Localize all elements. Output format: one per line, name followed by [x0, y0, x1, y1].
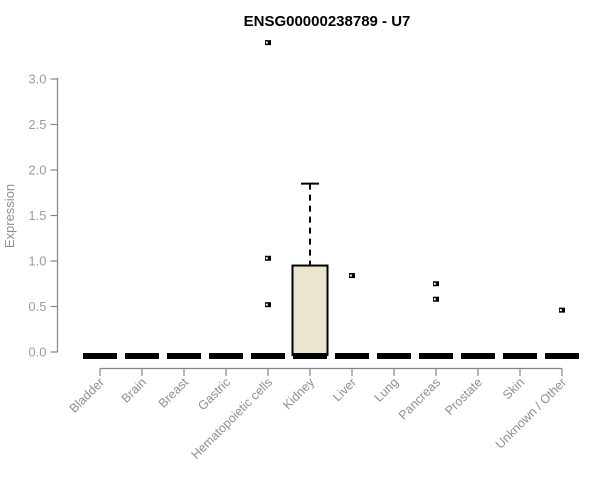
- zero-bar: [251, 353, 285, 359]
- boxes-layer: [83, 182, 579, 359]
- zero-bar: [503, 353, 537, 359]
- outlier-point: [265, 302, 271, 308]
- x-axis-label: Liver: [330, 375, 359, 404]
- zero-bar: [209, 353, 243, 359]
- outlier-point: [265, 255, 271, 261]
- y-tick-label: 1.0: [28, 254, 46, 269]
- outlier-point: [559, 307, 565, 313]
- zero-bar: [461, 353, 495, 359]
- zero-bar: [335, 353, 369, 359]
- outlier-point: [433, 281, 439, 287]
- x-axis-label: Gastric: [195, 375, 233, 413]
- outlier-point: [349, 273, 355, 279]
- outlier-point: [433, 296, 439, 302]
- box: [291, 264, 329, 356]
- x-axis-label: Brain: [119, 375, 150, 406]
- outlier-point-center: [433, 298, 436, 301]
- outliers-layer: [265, 40, 565, 313]
- chart-title: ENSG00000238789 - U7: [244, 13, 411, 30]
- y-tick-label: 1.5: [28, 208, 46, 223]
- outlier-point-center: [349, 274, 352, 277]
- zero-bar: [545, 353, 579, 359]
- zero-bar: [167, 353, 201, 359]
- x-axis-label: Skin: [500, 375, 527, 402]
- x-axis-label: Lung: [372, 375, 402, 405]
- zero-bar: [83, 353, 117, 359]
- y-axis-title: Expression: [2, 184, 17, 248]
- y-tick-label: 2.0: [28, 163, 46, 178]
- x-axis-label: Unknown / Other: [493, 375, 569, 451]
- zero-bar: [377, 353, 411, 359]
- x-axis-label: Bladder: [67, 375, 107, 415]
- y-tick-label: 0.0: [28, 345, 46, 360]
- outlier-point-center: [265, 41, 268, 44]
- x-axis-label: Prostate: [442, 375, 485, 418]
- x-axis-label: Hematopoietic cells: [189, 375, 276, 462]
- outlier-point-center: [433, 282, 436, 285]
- y-tick-label: 2.5: [28, 117, 46, 132]
- zero-bar: [419, 353, 453, 359]
- outlier-point-center: [265, 257, 268, 260]
- axes-layer: 0.0 0.5 1.0 1.5 2.0 2.5 3.0 Expression Bladder Br…: [2, 72, 569, 462]
- x-axis-label: Pancreas: [396, 375, 443, 422]
- outlier-point-center: [559, 309, 562, 312]
- y-tick-label: 3.0: [28, 72, 46, 87]
- outlier-point-center: [265, 303, 268, 306]
- outlier-point: [265, 40, 271, 46]
- zero-bar: [125, 353, 159, 359]
- x-axis-label: Breast: [156, 375, 192, 411]
- zero-bar: [293, 353, 327, 359]
- y-tick-label: 0.5: [28, 299, 46, 314]
- x-axis-label: Kidney: [280, 375, 317, 412]
